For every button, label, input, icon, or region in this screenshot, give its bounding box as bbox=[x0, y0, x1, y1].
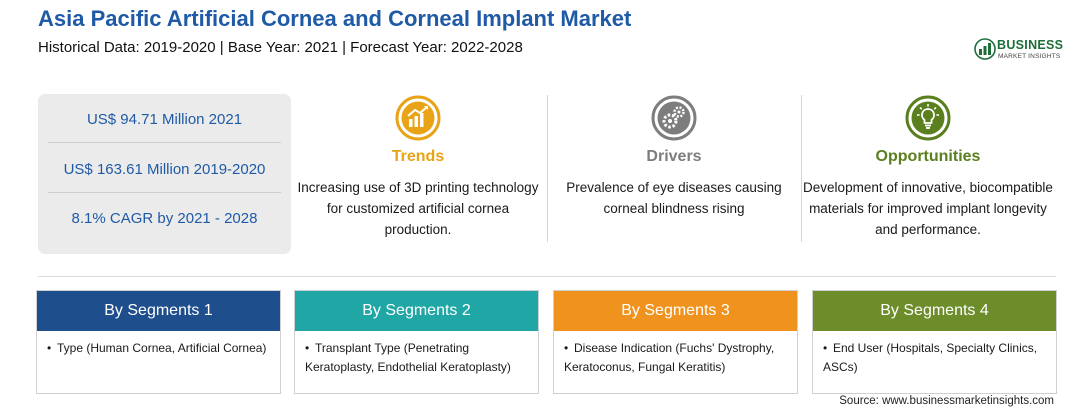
bullet-icon: • bbox=[47, 341, 52, 355]
page-subtitle: Historical Data: 2019-2020 | Base Year: … bbox=[38, 39, 523, 56]
gears-icon bbox=[651, 95, 697, 141]
segment-card-1: By Segments 1 • Type (Human Cornea, Artif… bbox=[36, 290, 281, 394]
lightbulb-icon bbox=[905, 95, 951, 141]
logo-tagline: MARKET INSIGHTS bbox=[998, 53, 1061, 60]
opportunities-text: Development of innovative, biocompatible… bbox=[803, 180, 1053, 237]
drivers-heading: Drivers bbox=[646, 148, 702, 165]
segment-card-2: By Segments 2 • Transplant Type (Penetrat… bbox=[294, 290, 539, 394]
segment-2-header: By Segments 2 bbox=[295, 291, 538, 331]
segment-1-header: By Segments 1 bbox=[37, 291, 280, 331]
column-divider bbox=[801, 95, 802, 242]
logo-name: BUSINESS bbox=[997, 38, 1064, 52]
opportunities-column: Opportunities Development of innovative,… bbox=[803, 95, 1053, 255]
trends-column: Trends Increasing use of 3D printing tec… bbox=[293, 95, 543, 255]
drivers-text: Prevalence of eye diseases causing corne… bbox=[566, 180, 782, 216]
bullet-icon: • bbox=[823, 341, 828, 355]
segment-3-item: Disease Indication (Fuchs' Dystrophy, Ke… bbox=[564, 341, 775, 374]
opportunities-heading: Opportunities bbox=[875, 148, 981, 165]
section-divider bbox=[38, 276, 1056, 277]
page-title: Asia Pacific Artificial Cornea and Corne… bbox=[38, 6, 632, 31]
market-stats-panel: US$ 94.71 Million 2021 US$ 163.61 Millio… bbox=[38, 94, 291, 254]
stat-cagr: 8.1% CAGR by 2021 - 2028 bbox=[71, 210, 258, 227]
segment-2-item: Transplant Type (Penetrating Keratoplast… bbox=[305, 341, 511, 374]
bar-chart-logo-icon bbox=[974, 38, 996, 60]
stat-market-size: US$ 94.71 Million 2021 bbox=[86, 111, 243, 128]
segment-4-item: End User (Hospitals, Specialty Clinics, … bbox=[823, 341, 1038, 374]
drivers-column: Drivers Prevalence of eye diseases causi… bbox=[549, 95, 799, 255]
segment-card-3: By Segments 3 • Disease Indication (Fuchs… bbox=[553, 290, 798, 394]
segment-1-body: • Type (Human Cornea, Artificial Cornea) bbox=[37, 331, 280, 358]
source-credit: Source: www.businessmarketinsights.com bbox=[839, 395, 1054, 407]
trends-heading: Trends bbox=[391, 148, 445, 165]
segment-4-body: • End User (Hospitals, Specialty Clinics,… bbox=[813, 331, 1056, 377]
segment-4-header: By Segments 4 bbox=[813, 291, 1056, 331]
segment-1-item: Type (Human Cornea, Artificial Cornea) bbox=[57, 341, 267, 355]
segment-card-4: By Segments 4 • End User (Hospitals, Spec… bbox=[812, 290, 1057, 394]
segment-2-body: • Transplant Type (Penetrating Keratoplas… bbox=[295, 331, 538, 377]
stat-divider bbox=[48, 192, 281, 193]
trends-text: Increasing use of 3D printing technology… bbox=[297, 180, 539, 237]
stat-historical: US$ 163.61 Million 2019-2020 bbox=[63, 161, 266, 178]
bullet-icon: • bbox=[564, 341, 569, 355]
segment-3-body: • Disease Indication (Fuchs' Dystrophy, K… bbox=[554, 331, 797, 377]
segment-3-header: By Segments 3 bbox=[554, 291, 797, 331]
trend-chart-icon bbox=[395, 95, 441, 141]
column-divider bbox=[547, 95, 548, 242]
stat-divider bbox=[48, 142, 281, 143]
company-logo: BUSINESS MARKET INSIGHTS bbox=[974, 36, 1064, 66]
bullet-icon: • bbox=[305, 341, 310, 355]
